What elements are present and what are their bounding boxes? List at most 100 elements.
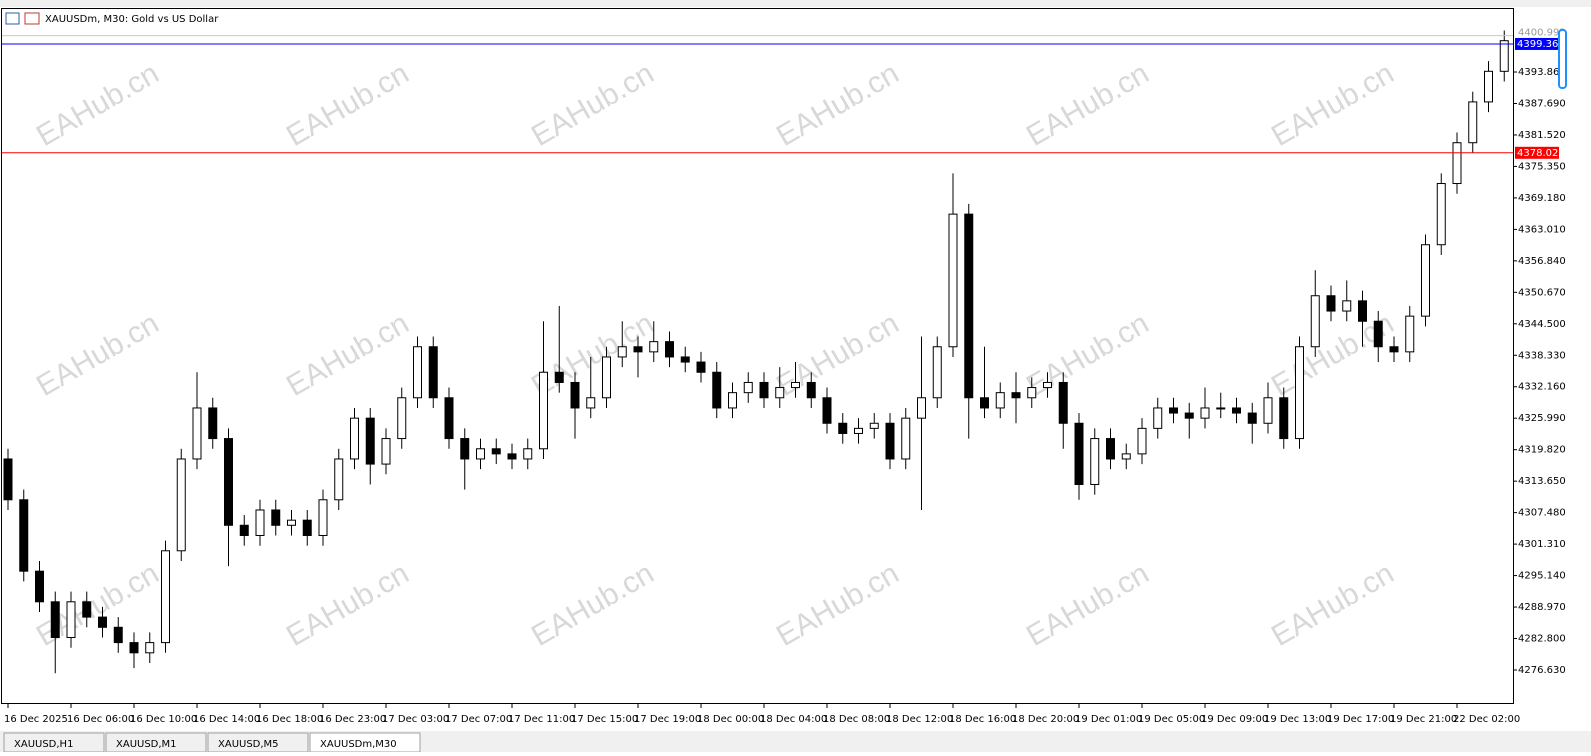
candle-body <box>806 381 816 399</box>
candle-body <box>113 626 123 644</box>
x-tick-label: 16 Dec 2025 <box>4 714 68 725</box>
candle-body <box>728 392 737 409</box>
candle-body <box>1499 40 1509 72</box>
candle-body <box>523 448 533 460</box>
candle-body <box>665 341 674 358</box>
candle-body <box>350 417 359 460</box>
scrollbar[interactable] <box>1558 29 1567 89</box>
candle-body <box>491 448 501 455</box>
candle-body <box>129 642 139 654</box>
x-tick-label: 18 Dec 00:00 <box>697 714 764 725</box>
candle-body <box>1216 407 1226 410</box>
candle-body <box>98 616 107 628</box>
candle-body <box>1232 407 1241 414</box>
y-tick-label: 4344.500 <box>1518 319 1566 330</box>
x-tick-label: 17 Dec 07:00 <box>445 714 512 725</box>
candle-body <box>19 499 29 572</box>
candle-body <box>1436 183 1446 246</box>
candle-body <box>50 601 60 639</box>
y-tick-label: 4295.140 <box>1518 571 1566 582</box>
x-tick-label: 18 Dec 08:00 <box>823 714 890 725</box>
y-tick-label: 4381.520 <box>1518 130 1566 141</box>
candle-body <box>1184 412 1194 419</box>
candle-body <box>554 371 564 383</box>
candle-body <box>759 381 769 399</box>
x-tick-label: 19 Dec 01:00 <box>1075 714 1142 725</box>
candle-body <box>854 427 863 434</box>
candle-body <box>318 499 328 536</box>
levels: 4399.360 4378.023 4400.992 <box>2 28 1566 159</box>
candle-body <box>1011 392 1021 399</box>
candle-body <box>476 448 485 460</box>
candle-body <box>334 458 344 501</box>
x-tick-label: 18 Dec 04:00 <box>760 714 827 725</box>
candle-body <box>775 387 785 399</box>
candle-body <box>964 213 974 399</box>
candle-body <box>1342 300 1352 312</box>
candle-body <box>1373 320 1383 348</box>
level-label: 4378.023 <box>1517 148 1565 159</box>
candle-body <box>1484 70 1493 103</box>
y-tick-label: 4393.860 <box>1518 67 1566 78</box>
candle-body <box>680 356 690 363</box>
level-tag <box>1515 146 1559 159</box>
menu-icon[interactable] <box>5 12 20 25</box>
candle-body <box>712 371 722 409</box>
tab-label[interactable]: XAUUSD,M5 <box>218 739 279 750</box>
candle-body <box>365 417 375 465</box>
candle-body <box>428 346 438 399</box>
candle-body <box>1358 300 1367 322</box>
candle-body <box>539 371 548 450</box>
x-tick-label: 18 Dec 16:00 <box>949 714 1016 725</box>
candle-body <box>1247 412 1257 424</box>
candle-body <box>271 509 281 526</box>
candle-body <box>1106 438 1115 460</box>
tab-label[interactable]: XAUUSDm,M30 <box>320 739 397 750</box>
candle-body <box>1058 381 1068 424</box>
candle-body <box>444 397 454 440</box>
candle-body <box>1326 295 1336 312</box>
candle-body <box>1200 407 1210 419</box>
candle-body <box>948 213 958 348</box>
candle-body <box>302 519 312 536</box>
candle-body <box>1468 101 1478 144</box>
candle-body <box>586 397 596 409</box>
candle-body <box>570 381 580 409</box>
level-tag <box>1515 37 1559 50</box>
tab-label[interactable]: XAUUSD,M1 <box>116 739 177 750</box>
candle-body <box>1452 142 1462 185</box>
x-tick-label: 18 Dec 12:00 <box>886 714 953 725</box>
candle-body <box>3 458 13 501</box>
axes: 4276.630 4282.800 4288.970 4295.140 4301.310… <box>4 67 1566 725</box>
x-tick-label: 16 Dec 14:00 <box>193 714 260 725</box>
chart-icon[interactable] <box>24 12 40 25</box>
candles <box>3 30 1509 674</box>
candle-body <box>649 341 659 353</box>
candle-body <box>161 550 170 644</box>
x-tick-label: 22 Dec 02:00 <box>1453 714 1520 725</box>
level-label: 4399.360 <box>1517 39 1565 50</box>
y-tick-label: 4338.330 <box>1518 350 1566 361</box>
candle-body <box>838 422 848 434</box>
candle-body <box>239 524 249 536</box>
y-tick-label: 4282.800 <box>1518 634 1566 645</box>
y-tick-label: 4301.310 <box>1518 539 1566 550</box>
candle-body <box>1263 397 1273 424</box>
candle-body <box>381 438 391 465</box>
x-tick-label: 18 Dec 20:00 <box>1012 714 1079 725</box>
candle-body <box>1279 397 1289 440</box>
y-tick-label: 4332.160 <box>1518 382 1566 393</box>
y-tick-label: 4387.690 <box>1518 98 1566 109</box>
candle-body <box>995 392 1005 409</box>
candle-body <box>397 397 407 440</box>
candle-body <box>1027 387 1037 399</box>
x-tick-label: 19 Dec 21:00 <box>1390 714 1457 725</box>
candle-body <box>869 422 879 429</box>
candle-body <box>208 407 218 440</box>
candle-body <box>1137 427 1147 455</box>
tab-label[interactable]: XAUUSD,H1 <box>14 739 73 750</box>
candle-body <box>917 397 926 419</box>
x-tick-label: 17 Dec 15:00 <box>571 714 638 725</box>
y-tick-label: 4350.670 <box>1518 287 1566 298</box>
x-tick-label: 16 Dec 23:00 <box>319 714 386 725</box>
